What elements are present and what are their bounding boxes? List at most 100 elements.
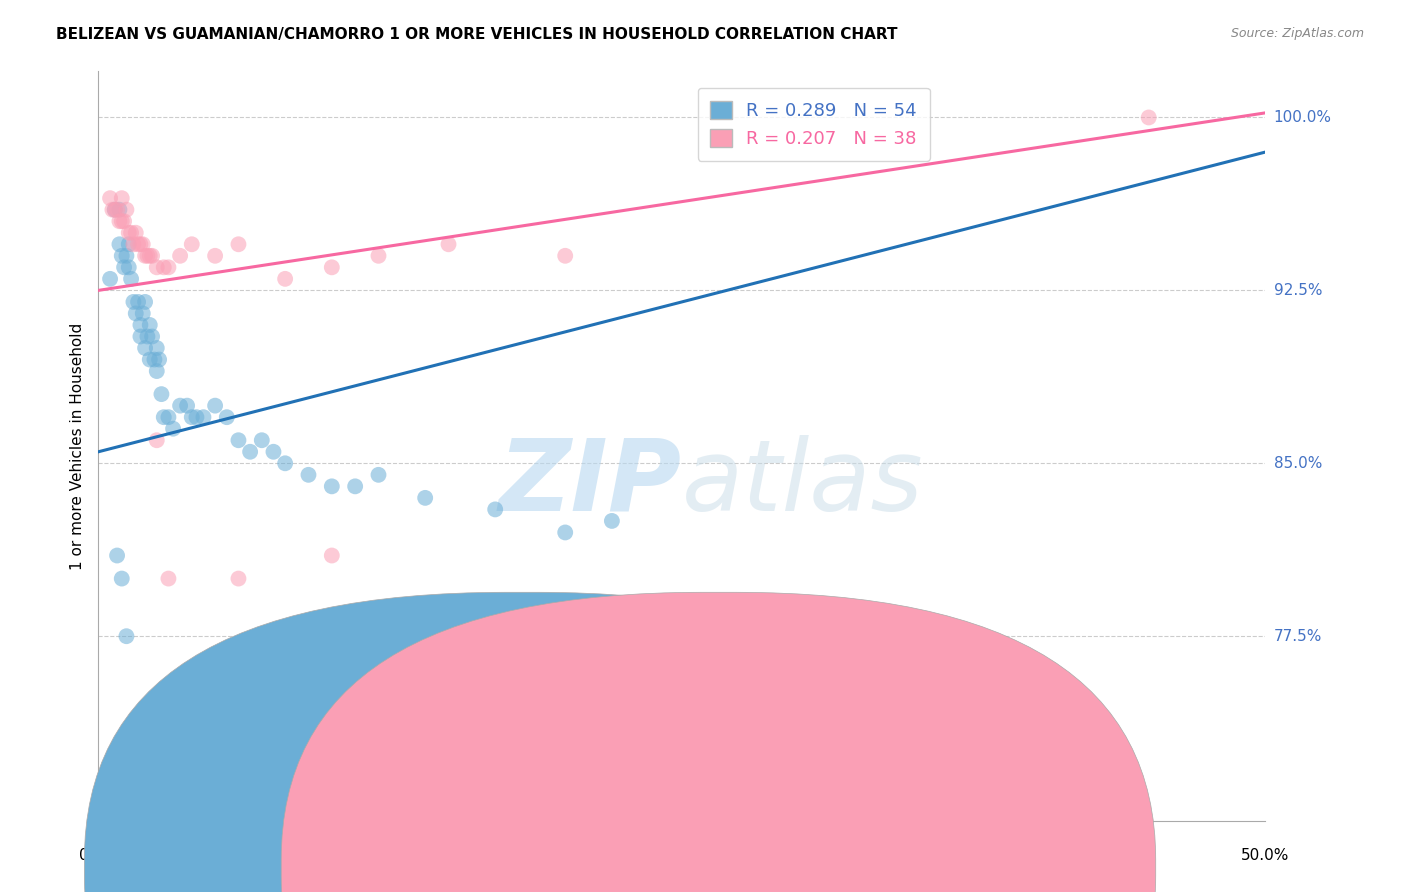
- Point: [146, 341, 169, 355]
- Point: [186, 410, 208, 425]
- Point: [129, 318, 152, 332]
- Point: [134, 341, 156, 355]
- Y-axis label: 1 or more Vehicles in Household: 1 or more Vehicles in Household: [69, 322, 84, 570]
- Text: BELIZEAN VS GUAMANIAN/CHAMORRO 1 OR MORE VEHICLES IN HOUSEHOLD CORRELATION CHART: BELIZEAN VS GUAMANIAN/CHAMORRO 1 OR MORE…: [56, 27, 898, 42]
- Point: [152, 410, 174, 425]
- Point: [146, 364, 169, 378]
- Point: [98, 272, 121, 286]
- Point: [125, 226, 148, 240]
- Text: Guamanians/Chamorros: Guamanians/Chamorros: [738, 861, 922, 875]
- Point: [321, 260, 343, 275]
- Point: [204, 399, 226, 413]
- Point: [321, 479, 343, 493]
- Point: [344, 479, 367, 493]
- Text: 85.0%: 85.0%: [1274, 456, 1322, 471]
- Point: [157, 572, 180, 586]
- Text: 50.0%: 50.0%: [1241, 848, 1289, 863]
- Point: [111, 249, 134, 263]
- Point: [120, 226, 142, 240]
- Point: [367, 249, 389, 263]
- Point: [146, 260, 169, 275]
- Text: 0.0%: 0.0%: [79, 848, 118, 863]
- Text: 92.5%: 92.5%: [1274, 283, 1322, 298]
- Point: [104, 202, 127, 217]
- Point: [141, 249, 163, 263]
- Point: [148, 352, 170, 367]
- Point: [215, 410, 238, 425]
- Point: [127, 237, 149, 252]
- Point: [180, 237, 202, 252]
- Point: [146, 434, 169, 448]
- Point: [118, 226, 141, 240]
- Text: 77.5%: 77.5%: [1274, 629, 1322, 644]
- Point: [321, 549, 343, 563]
- Point: [129, 329, 152, 343]
- Text: Source: ZipAtlas.com: Source: ZipAtlas.com: [1230, 27, 1364, 40]
- Text: ZIP: ZIP: [499, 435, 682, 532]
- Point: [157, 410, 180, 425]
- Point: [139, 249, 162, 263]
- Point: [150, 387, 173, 401]
- Point: [139, 352, 162, 367]
- Point: [554, 249, 576, 263]
- Point: [600, 514, 623, 528]
- Point: [141, 329, 163, 343]
- Point: [112, 214, 135, 228]
- Point: [1137, 111, 1160, 125]
- Point: [127, 294, 149, 309]
- Point: [204, 249, 226, 263]
- Point: [111, 572, 134, 586]
- Point: [108, 214, 131, 228]
- Point: [122, 756, 145, 770]
- Point: [115, 202, 138, 217]
- Point: [122, 237, 145, 252]
- Point: [228, 434, 250, 448]
- Point: [437, 237, 460, 252]
- Point: [125, 306, 148, 320]
- Point: [228, 572, 250, 586]
- Point: [105, 202, 128, 217]
- Point: [274, 456, 297, 470]
- Point: [115, 629, 138, 643]
- Point: [104, 202, 127, 217]
- Point: [143, 352, 166, 367]
- Point: [111, 214, 134, 228]
- Point: [134, 294, 156, 309]
- Point: [132, 306, 155, 320]
- Point: [136, 249, 159, 263]
- Point: [297, 467, 319, 482]
- Point: [180, 410, 202, 425]
- Point: [118, 260, 141, 275]
- Point: [554, 525, 576, 540]
- Point: [115, 249, 138, 263]
- Point: [228, 237, 250, 252]
- Point: [262, 444, 284, 458]
- Point: [176, 399, 198, 413]
- Point: [101, 202, 124, 217]
- Point: [413, 491, 436, 505]
- Point: [250, 434, 273, 448]
- Legend: R = 0.289   N = 54, R = 0.207   N = 38: R = 0.289 N = 54, R = 0.207 N = 38: [697, 88, 929, 161]
- Point: [129, 237, 152, 252]
- Point: [134, 249, 156, 263]
- Text: atlas: atlas: [682, 435, 924, 532]
- Point: [152, 260, 174, 275]
- Point: [136, 329, 159, 343]
- Point: [367, 467, 389, 482]
- Point: [108, 237, 131, 252]
- Point: [122, 294, 145, 309]
- Point: [120, 272, 142, 286]
- Point: [112, 260, 135, 275]
- Text: Belizeans: Belizeans: [541, 861, 614, 875]
- Point: [162, 422, 184, 436]
- Point: [98, 191, 121, 205]
- Point: [484, 502, 506, 516]
- Point: [139, 318, 162, 332]
- Point: [193, 410, 215, 425]
- Point: [111, 191, 134, 205]
- Point: [239, 444, 262, 458]
- Point: [118, 237, 141, 252]
- Point: [105, 549, 128, 563]
- Point: [132, 237, 155, 252]
- Text: 100.0%: 100.0%: [1274, 110, 1331, 125]
